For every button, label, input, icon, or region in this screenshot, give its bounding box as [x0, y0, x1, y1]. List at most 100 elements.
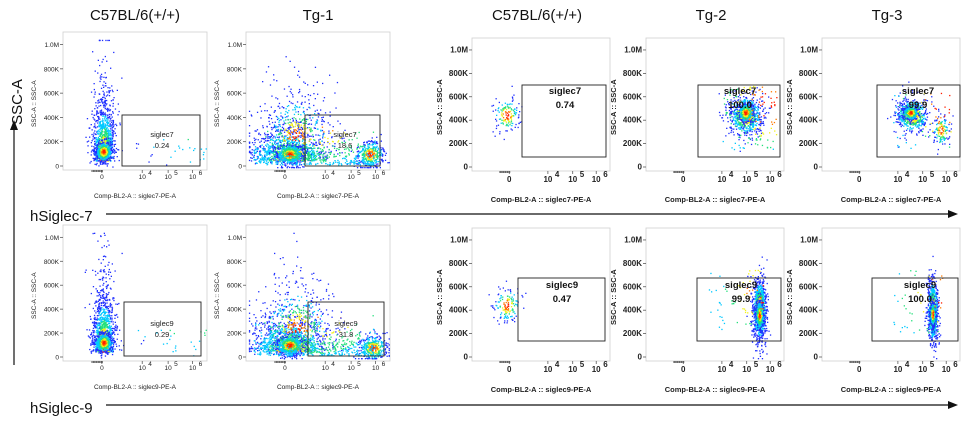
event-dot: [274, 112, 275, 113]
event-dot: [329, 75, 330, 76]
event-dot: [296, 149, 297, 150]
event-dot: [749, 134, 750, 135]
event-dot: [96, 139, 97, 140]
event-dot: [96, 150, 97, 151]
event-dot: [280, 142, 281, 143]
event-dot: [250, 157, 251, 158]
event-dot: [285, 146, 286, 147]
event-dot: [288, 122, 289, 123]
event-dot: [367, 144, 368, 145]
event-dot: [322, 154, 323, 155]
event-dot: [294, 138, 295, 139]
event-dot: [292, 140, 293, 141]
event-dot: [359, 132, 360, 133]
event-dot: [89, 162, 90, 163]
event-dot: [753, 100, 754, 101]
event-dot: [350, 164, 351, 165]
event-dot: [332, 141, 333, 142]
event-dot: [511, 113, 512, 114]
event-dot: [267, 110, 268, 111]
event-dot: [313, 105, 314, 106]
event-dot: [321, 163, 322, 164]
event-dot: [105, 103, 106, 104]
event-dot: [373, 150, 374, 151]
event-dot: [273, 74, 274, 75]
event-dot: [121, 78, 122, 79]
event-dot: [251, 114, 252, 115]
event-dot: [277, 137, 278, 138]
event-dot: [111, 158, 112, 159]
event-dot: [267, 126, 268, 127]
event-dot: [340, 123, 341, 124]
event-dot: [321, 151, 322, 152]
event-dot: [373, 164, 374, 165]
y-tick-label: 600K: [44, 91, 60, 98]
event-dot: [278, 134, 279, 135]
event-dot: [738, 139, 739, 140]
event-dot: [97, 154, 98, 155]
event-dot: [294, 114, 295, 115]
event-dot: [506, 109, 507, 110]
event-dot: [283, 157, 284, 158]
event-dot: [99, 65, 100, 66]
event-dot: [108, 140, 109, 141]
event-dot: [270, 133, 271, 134]
event-dot: [376, 162, 377, 163]
x-tick-exponent: 6: [382, 170, 386, 177]
event-dot: [249, 146, 250, 147]
event-dot: [722, 117, 723, 118]
event-dot: [299, 89, 300, 90]
event-dot: [372, 148, 373, 149]
event-dot: [110, 135, 111, 136]
event-dot: [300, 137, 301, 138]
event-dot: [282, 117, 283, 118]
event-dot: [103, 81, 104, 82]
event-dot: [328, 131, 329, 132]
event-dot: [314, 156, 315, 157]
event-dot: [732, 120, 733, 121]
event-dot: [357, 151, 358, 152]
event-dot: [505, 120, 506, 121]
event-dot: [108, 90, 109, 91]
event-dot: [92, 51, 93, 52]
event-dot: [138, 144, 139, 145]
event-dot: [351, 160, 352, 161]
event-dot: [362, 157, 363, 158]
event-dot: [359, 147, 360, 148]
event-dot: [112, 116, 113, 117]
event-dot: [760, 130, 761, 131]
event-dot: [290, 91, 291, 92]
event-dot: [369, 157, 370, 158]
event-dot: [372, 137, 373, 138]
event-dot: [296, 162, 297, 163]
event-dot: [300, 153, 301, 154]
event-dot: [345, 158, 346, 159]
event-dot: [306, 148, 307, 149]
event-dot: [299, 143, 300, 144]
event-dot: [299, 161, 300, 162]
event-dot: [325, 112, 326, 113]
event-dot: [274, 152, 275, 153]
event-dot: [321, 121, 322, 122]
event-dot: [102, 126, 103, 127]
event-dot: [318, 135, 319, 136]
event-dot: [283, 107, 284, 108]
event-dot: [514, 111, 515, 112]
event-dot: [111, 100, 112, 101]
event-dot: [254, 157, 255, 158]
event-dot: [96, 149, 97, 150]
event-dot: [302, 141, 303, 142]
y-axis-label: SSC-A: [9, 79, 26, 125]
event-dot: [107, 125, 108, 126]
event-dot: [331, 152, 332, 153]
event-dot: [308, 124, 309, 125]
event-dot: [112, 132, 113, 133]
event-dot: [279, 146, 280, 147]
event-dot: [256, 148, 257, 149]
event-dot: [495, 119, 496, 120]
event-dot: [264, 150, 265, 151]
event-dot: [261, 138, 262, 139]
event-dot: [337, 153, 338, 154]
event-dot: [313, 144, 314, 145]
